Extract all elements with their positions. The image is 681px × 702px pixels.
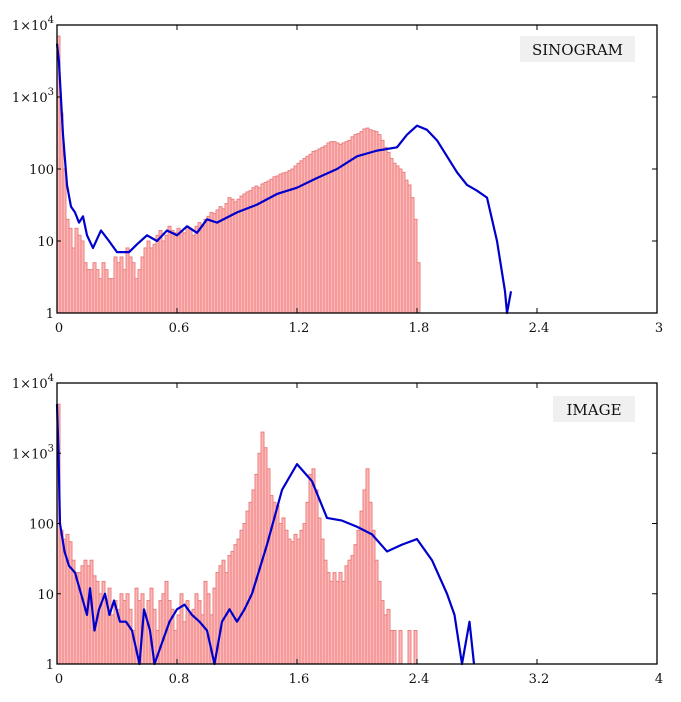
y-tick-label: 100: [29, 518, 54, 533]
x-tick-label: 1.2: [289, 321, 310, 336]
fit-line: [55, 404, 476, 666]
x-tick-label: 3: [655, 321, 663, 336]
x-tick-label: 2.4: [409, 672, 430, 687]
plot-title: SINOGRAM: [532, 41, 623, 59]
y-tick-label: 1×103: [12, 87, 54, 106]
fit-line: [55, 43, 513, 315]
y-tick-label: 10: [37, 588, 54, 603]
y-tick-label: 1: [46, 658, 54, 673]
histogram-bar: [407, 629, 412, 665]
x-tick-label: 1.8: [409, 321, 430, 336]
y-tick-label: 1×104: [12, 373, 54, 392]
plot-title: IMAGE: [566, 401, 621, 419]
y-tick-label: 1: [46, 307, 54, 322]
x-tick-label: 0.6: [169, 321, 190, 336]
plot-label-box: [553, 396, 635, 422]
y-tick-label: 1×104: [12, 15, 54, 34]
x-tick-label: 2.4: [529, 321, 550, 336]
histogram-bar: [392, 629, 397, 665]
x-tick-label: 0: [55, 672, 63, 687]
plot-label-box: [520, 36, 635, 62]
histogram-bars: [56, 403, 418, 665]
x-tick-label: 1.6: [289, 672, 310, 687]
x-tick-label: 3.2: [529, 672, 550, 687]
histogram-bar: [416, 262, 421, 314]
sinogram-plot: 0 0.6 1.2 1.8 2.4 3 1 10 100 1×103 1×104 SINOGRAM: [12, 15, 663, 336]
x-tick-label: 4: [655, 672, 663, 687]
y-tick-label: 10: [37, 235, 54, 250]
y-tick-label: 100: [29, 163, 54, 178]
x-tick-label: 0: [55, 321, 63, 336]
histogram-bar: [413, 629, 418, 665]
histogram-bars: [56, 35, 421, 314]
x-tick-label: 0.8: [169, 672, 190, 687]
histogram-bar: [398, 629, 403, 665]
image-plot: 0 0.8 1.6 2.4 3.2 4 1 10 100 1×103 1×104 IMAGE: [12, 373, 663, 687]
y-tick-label: 1×103: [12, 443, 54, 462]
